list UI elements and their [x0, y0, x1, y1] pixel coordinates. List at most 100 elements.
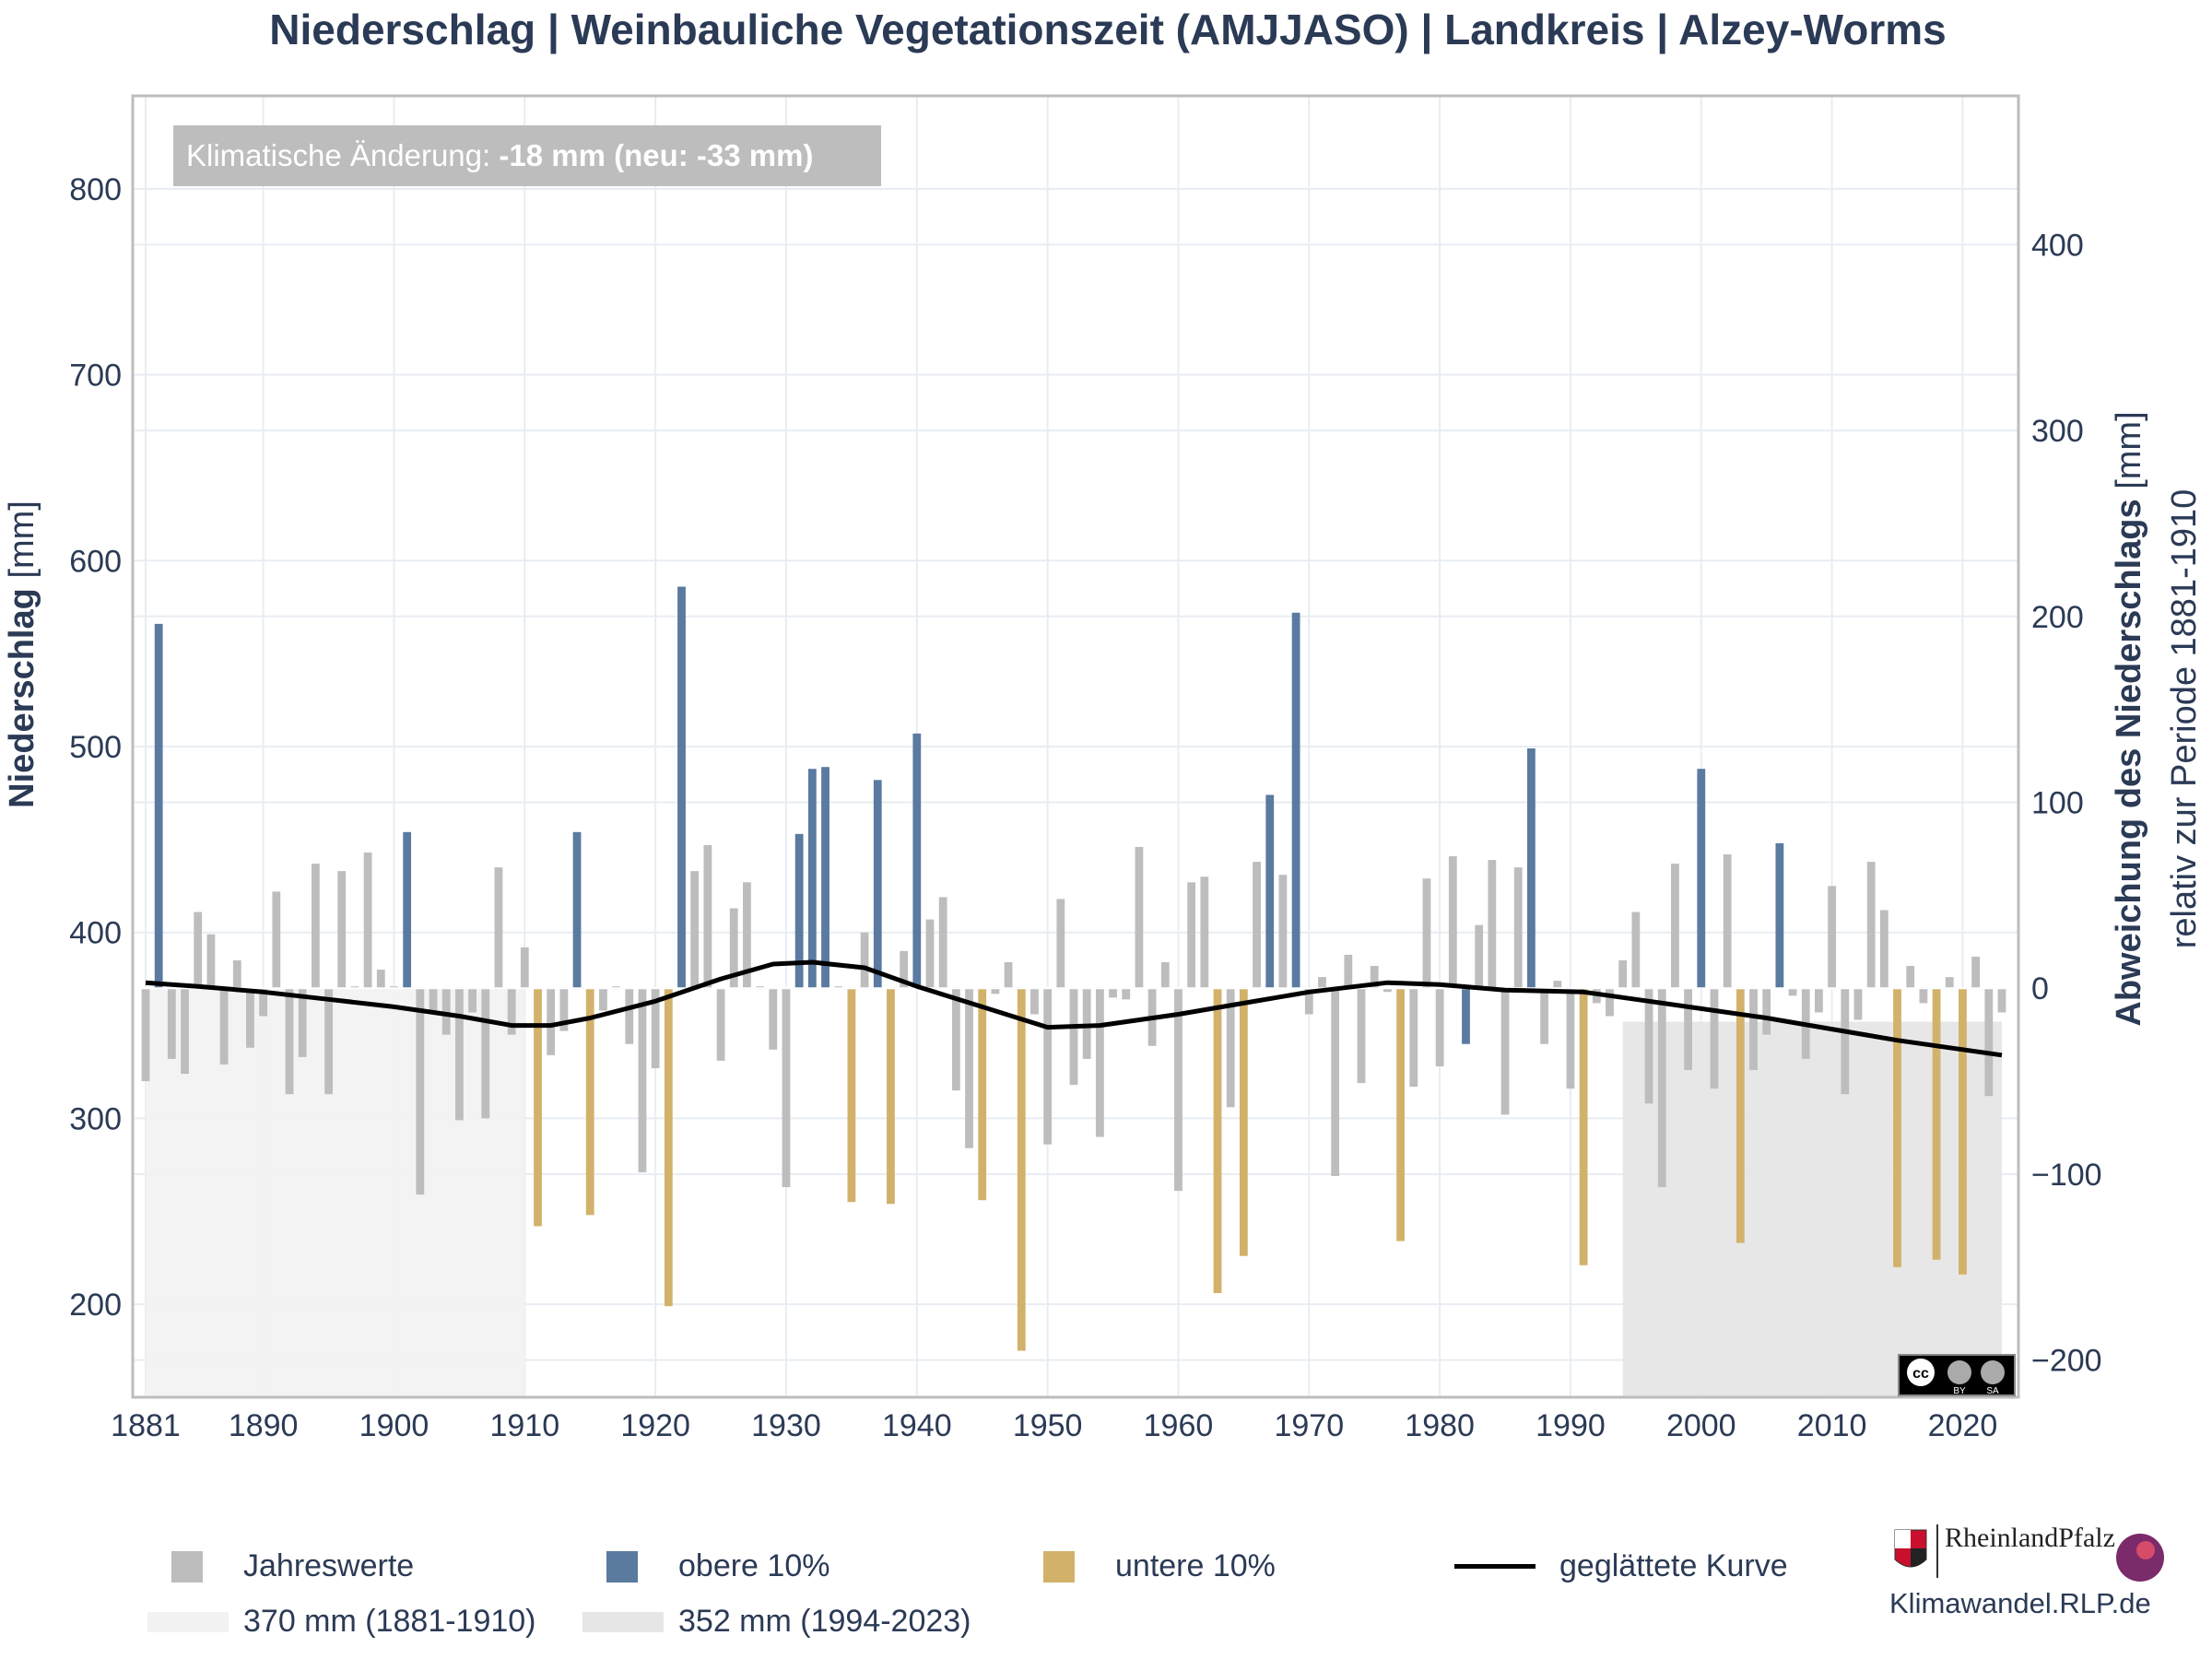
bar-1986: [1513, 867, 1523, 989]
bar-1925: [716, 988, 725, 1061]
bar-1888: [232, 959, 241, 989]
bar-2014: [1879, 910, 1888, 989]
bar-1896: [337, 871, 347, 989]
annotation-background: [173, 125, 881, 186]
x-tick-label: 2010: [1797, 1408, 1867, 1443]
bar-2018: [1932, 988, 1941, 1260]
bar-1887: [219, 988, 229, 1065]
bar-1975: [1370, 966, 1379, 989]
bar-1981: [1448, 856, 1457, 989]
bar-1906: [468, 988, 477, 1013]
x-tick-label: 1910: [489, 1408, 559, 1443]
bar-1946: [991, 988, 1000, 994]
bar-1904: [441, 988, 451, 1035]
left-tick-label: 300: [69, 1101, 122, 1136]
bar-1891: [272, 891, 281, 989]
bar-2011: [1841, 988, 1850, 1095]
bar-1913: [559, 988, 569, 1031]
bar-1911: [534, 988, 542, 1227]
bar-1944: [965, 988, 973, 1148]
bar-1983: [1475, 924, 1484, 989]
x-tick-label: 1940: [882, 1408, 952, 1443]
bar-1961: [1187, 882, 1196, 989]
bar-1994: [1618, 959, 1628, 989]
bar-1897: [350, 986, 359, 989]
bar-1996: [1644, 988, 1653, 1104]
x-tick-label: 1950: [1013, 1408, 1083, 1443]
bar-1977: [1396, 988, 1405, 1241]
bar-1991: [1579, 988, 1588, 1265]
bar-1968: [1278, 875, 1288, 989]
y-axis-left-label: Niederschlag [mm]: [3, 500, 41, 808]
bar-1955: [1109, 988, 1117, 998]
annotation-prefix: Klimatische Änderung:: [186, 138, 499, 172]
annotation-value: -18 mm (neu: -33 mm): [499, 138, 813, 172]
x-tick-label: 1920: [620, 1408, 690, 1443]
bar-1990: [1566, 988, 1575, 1089]
bar-1939: [900, 950, 909, 989]
bar-1965: [1239, 988, 1248, 1256]
bar-2013: [1866, 862, 1876, 989]
bar-1971: [1318, 977, 1326, 989]
x-tick-label: 1900: [359, 1408, 429, 1443]
x-tick-label: 2020: [1928, 1408, 1998, 1443]
state-logo: [1889, 1523, 2166, 1633]
bar-1926: [729, 908, 738, 989]
svg-text:Klimatische Änderung: -18 mm (: Klimatische Änderung: -18 mm (neu: -33 m…: [186, 138, 813, 172]
bar-1923: [690, 871, 700, 989]
right-tick-label: 300: [2031, 414, 2084, 449]
bar-1930: [782, 988, 791, 1188]
bar-1962: [1200, 877, 1209, 989]
bar-2020: [1959, 988, 1967, 1275]
bar-2021: [1971, 956, 1981, 989]
bar-1933: [821, 767, 830, 989]
right-tick-label: −200: [2031, 1344, 2102, 1379]
bar-1979: [1422, 878, 1431, 989]
bar-1964: [1226, 988, 1235, 1108]
bar-1883: [167, 988, 176, 1059]
x-tick-label: 1960: [1144, 1408, 1214, 1443]
x-tick-label: 2000: [1666, 1408, 1736, 1443]
bar-1982: [1462, 988, 1470, 1044]
bar-1935: [847, 988, 856, 1203]
bar-1999: [1684, 988, 1693, 1070]
site-url: Klimawandel.RLP.de: [1889, 1587, 2151, 1619]
bar-1969: [1291, 612, 1300, 989]
bar-1886: [206, 934, 216, 989]
bar-1914: [572, 831, 582, 989]
x-tick-label: 1990: [1535, 1408, 1606, 1443]
bar-2015: [1893, 988, 1901, 1267]
bar-1893: [298, 988, 307, 1057]
bar-1881: [141, 988, 150, 1082]
plot-area: 200 300 400 500 600 700 800 −200 −100 0 100 200 300 4…: [69, 94, 2102, 1443]
bar-1970: [1304, 988, 1313, 1015]
bar-2006: [1775, 842, 1784, 989]
bar-1957: [1135, 846, 1144, 989]
bar-2019: [1945, 977, 1954, 989]
bar-1967: [1265, 794, 1275, 989]
bar-2001: [1710, 988, 1719, 1089]
bar-1907: [481, 988, 490, 1119]
bar-2022: [1984, 988, 1994, 1097]
svg-text:SA: SA: [1986, 1386, 1999, 1396]
x-tick-label: 1890: [229, 1408, 299, 1443]
bar-1922: [677, 586, 686, 989]
bar-1949: [1030, 988, 1039, 1015]
bar-1885: [194, 912, 203, 989]
bar-1956: [1122, 988, 1131, 1000]
state-name: RheinlandPfalz: [1945, 1523, 2115, 1553]
bar-2017: [1919, 988, 1928, 1004]
bar-1963: [1213, 988, 1222, 1294]
left-tick-label: 800: [69, 172, 122, 207]
bar-1908: [494, 867, 503, 989]
bar-1973: [1344, 954, 1353, 989]
y-axis-right-sublabel: relativ zur Periode 1881-1910: [2165, 489, 2204, 949]
bar-1916: [599, 988, 607, 1011]
reference-period-area: [146, 988, 525, 1397]
bar-1890: [259, 988, 268, 1017]
chart-title: Niederschlag | Weinbauliche Vegetationsz…: [269, 6, 1946, 53]
bar-1894: [311, 864, 320, 989]
x-tick-label: 1970: [1274, 1408, 1344, 1443]
bar-1976: [1382, 988, 1392, 993]
bar-1905: [454, 988, 464, 1121]
